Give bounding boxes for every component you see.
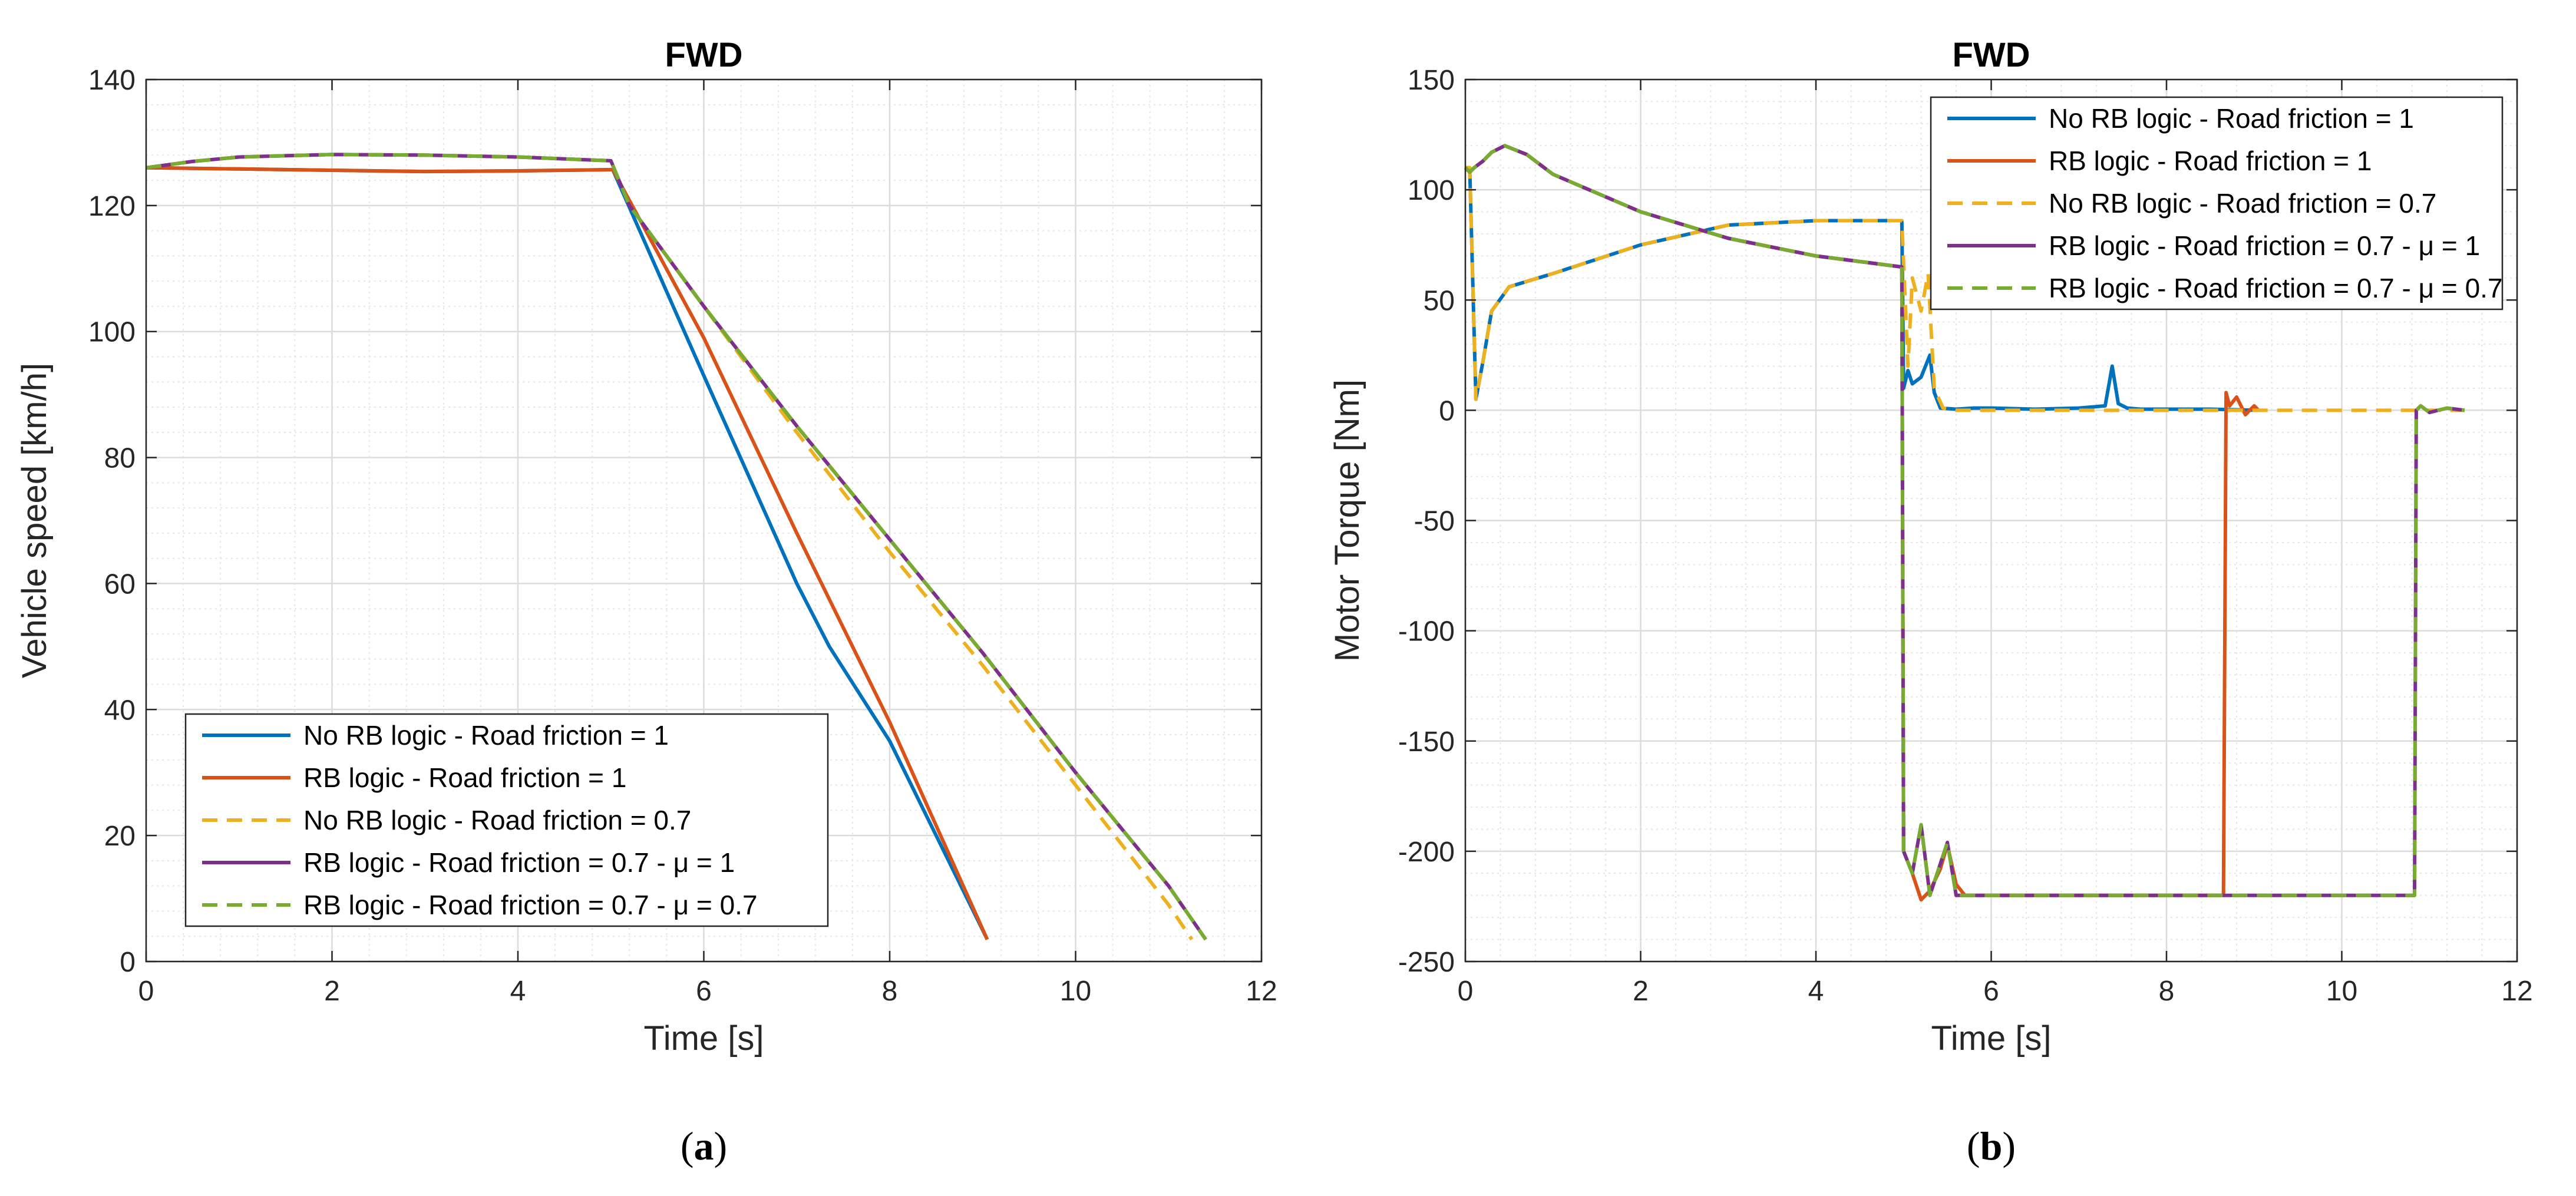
y-tick-label: 150: [1408, 65, 1455, 96]
axes-box: [145, 78, 1263, 963]
x-tick-label: 6: [1983, 976, 1999, 1007]
legend-entry-1: No RB logic - Road friction = 1: [303, 720, 669, 751]
y-tick-label: -50: [1414, 506, 1455, 537]
legend-entry-5: RB logic - Road friction = 0.7 - μ = 0.7: [2049, 273, 2503, 303]
x-tick-label: 4: [510, 976, 526, 1007]
y-tick-label: 20: [104, 821, 136, 852]
y-tick-label: -250: [1398, 947, 1455, 978]
x-tick-label: 8: [882, 976, 898, 1007]
y-tick-label: -200: [1398, 837, 1455, 868]
legend-entry-3: No RB logic - Road friction = 0.7: [2049, 188, 2436, 219]
x-axis-label: Time [s]: [643, 1019, 764, 1058]
legend-entry-4: RB logic - Road friction = 0.7 - μ = 1: [2049, 230, 2480, 261]
x-axis-label: Time [s]: [1931, 1019, 2051, 1058]
series-group: [146, 153, 1207, 941]
x-tick-label: 10: [2326, 976, 2357, 1007]
series-line-5: [1464, 144, 2465, 897]
legend-box: [184, 713, 829, 927]
legend-entry-4: RB logic - Road friction = 0.7 - μ = 1: [303, 847, 735, 878]
x-tick-label: 2: [324, 976, 340, 1007]
x-tick-label: 0: [138, 976, 154, 1007]
series-line-5: [146, 153, 1207, 941]
x-tick-label: 4: [1808, 976, 1824, 1007]
chart-panel-b: 0 2 4 6 8 10 12 -250 -200 -150 -100 -50 0 50 100 150 FWD…: [1288, 0, 2576, 1196]
figure-caption: (b): [1967, 1124, 2016, 1168]
x-tick-label: 12: [1246, 976, 1277, 1007]
y-tick-label: -100: [1398, 616, 1455, 647]
legend-entry-5: RB logic - Road friction = 0.7 - μ = 0.7: [303, 890, 758, 920]
series-line-2: [146, 166, 989, 940]
legend-entry-2: RB logic - Road friction = 1: [303, 762, 626, 793]
series-group: [1464, 144, 2465, 902]
y-tick-label: 0: [120, 947, 136, 978]
legend-entry-3: No RB logic - Road friction = 0.7: [303, 805, 691, 835]
axes-box: [1464, 78, 2518, 963]
y-tick-label: 80: [104, 443, 136, 474]
y-tick-label: -150: [1398, 726, 1455, 758]
x-tick-label: 8: [2159, 976, 2175, 1007]
y-axis-label: Motor Torque [Nm]: [1328, 379, 1366, 662]
legend: No RB logic - Road friction = 1 RB logic …: [184, 713, 829, 927]
chart-title: FWD: [1952, 36, 2030, 74]
x-tick-label: 12: [2501, 976, 2532, 1007]
legend: No RB logic - Road friction = 1 RB logic …: [1930, 96, 2504, 310]
series-line-3: [1465, 166, 2465, 412]
figure-caption: (a): [681, 1124, 727, 1168]
y-tick-label: 140: [88, 65, 136, 96]
motor-torque-chart: 0 2 4 6 8 10 12 -250 -200 -150 -100 -50 0 50 100 150 FWD…: [1328, 36, 2533, 1168]
legend-entry-2: RB logic - Road friction = 1: [2049, 146, 2372, 176]
x-tick-label: 2: [1633, 976, 1649, 1007]
y-tick-label: 100: [88, 317, 136, 348]
x-tick-label: 10: [1060, 976, 1091, 1007]
y-tick-label: 40: [104, 695, 136, 726]
y-axis-label: Vehicle speed [km/h]: [15, 363, 54, 678]
y-tick-label: 50: [1424, 285, 1455, 316]
y-tick-label: 60: [104, 569, 136, 600]
x-tick-label: 6: [696, 976, 712, 1007]
legend-entry-1: No RB logic - Road friction = 1: [2049, 103, 2414, 134]
y-tick-label: 120: [88, 191, 136, 222]
y-tick-label: 0: [1439, 395, 1455, 427]
chart-panel-a: 0 2 4 6 8 10 12 0 20 40 60 80 100 120 140 FWD Time [s] Ve…: [15, 36, 1277, 1168]
x-tick-label: 0: [1458, 976, 1474, 1007]
chart-title: FWD: [665, 36, 742, 74]
y-tick-label: 100: [1408, 175, 1455, 206]
